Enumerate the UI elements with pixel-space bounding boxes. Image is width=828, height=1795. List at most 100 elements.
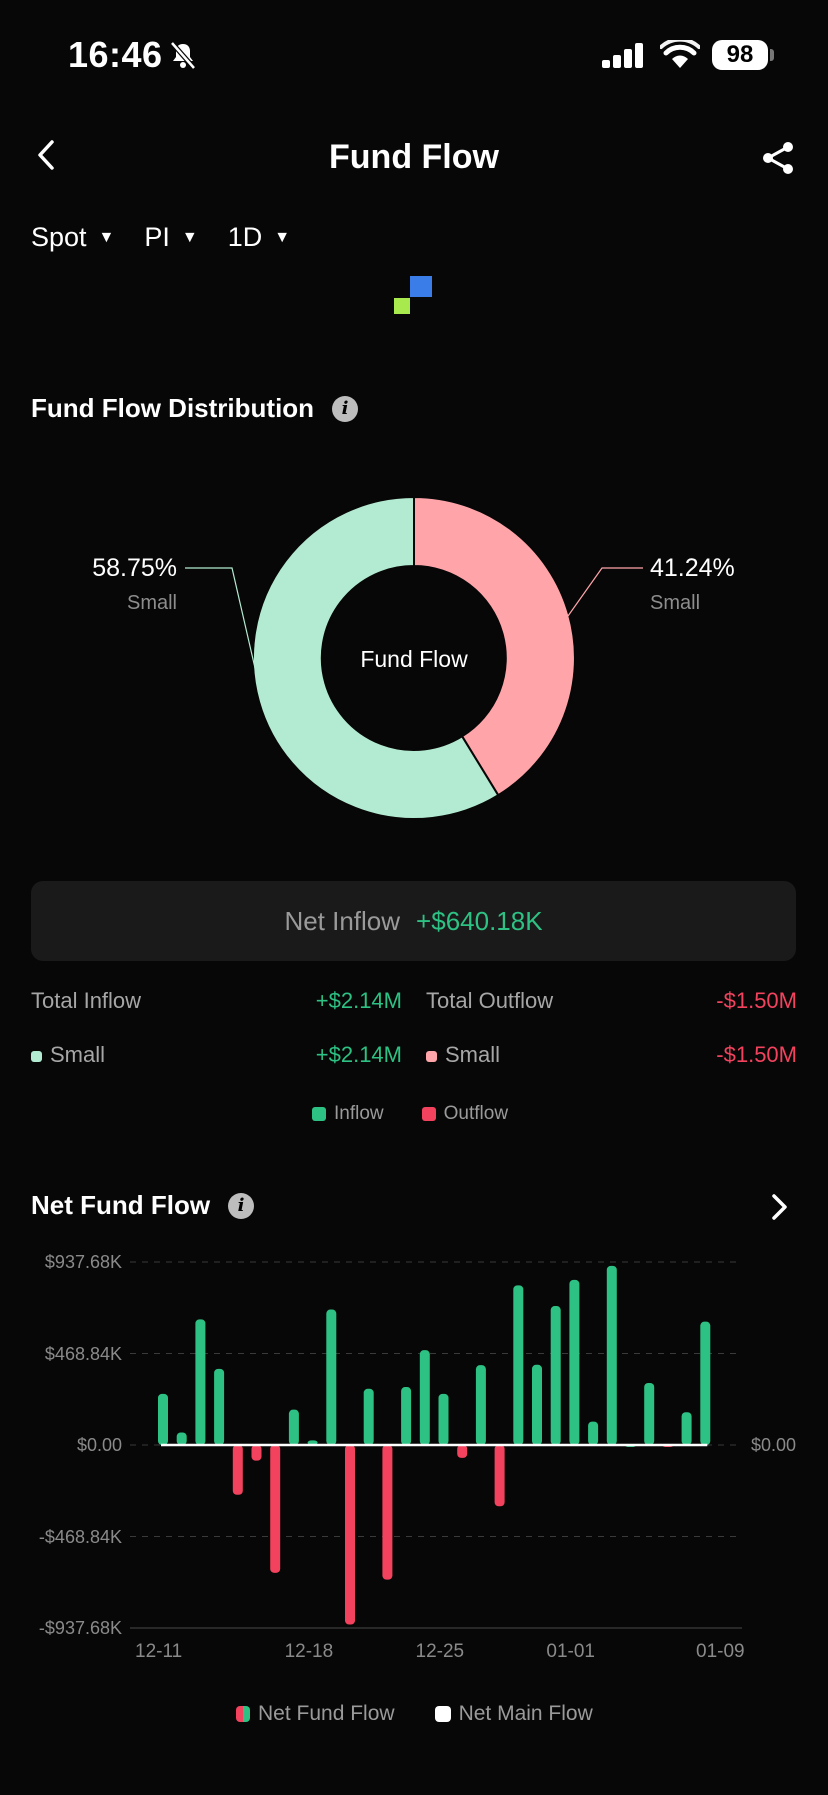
market-type-label: Spot — [31, 222, 87, 252]
right-slice-percent: 41.24% — [650, 554, 735, 582]
inflow-bar[interactable] — [326, 1309, 337, 1445]
outflow-bar[interactable] — [382, 1445, 393, 1580]
small-outflow-label: Small — [445, 1042, 501, 1067]
distribution-legend: Inflow Outflow — [312, 1103, 508, 1125]
y-tick-label: $937.68K — [44, 1252, 122, 1272]
inflow-bar[interactable] — [532, 1364, 542, 1445]
inflow-bar[interactable] — [158, 1393, 168, 1445]
status-time: 16:46 — [68, 34, 163, 75]
outflow-legend-swatch — [421, 1107, 436, 1121]
net-fund-flow-title: Net Fund Flow — [31, 1190, 211, 1220]
interval-dropdown[interactable]: 1D ▼ — [228, 222, 290, 253]
inflow-bar[interactable] — [644, 1382, 655, 1445]
left-slice-name: Small — [127, 592, 177, 614]
y-tick-label: -$468.84K — [38, 1527, 122, 1547]
inflow-bar[interactable] — [681, 1412, 692, 1445]
caret-down-icon: ▼ — [98, 228, 115, 246]
inflow-bar[interactable] — [438, 1393, 449, 1445]
net-fund-flow-legend-label[interactable]: Net Fund Flow — [258, 1702, 395, 1725]
x-tick-label: 01-01 — [546, 1641, 595, 1662]
inflow-legend-label[interactable]: Inflow — [334, 1103, 384, 1124]
inflow-bar[interactable] — [606, 1265, 617, 1445]
total-outflow-label: Total Outflow — [426, 988, 554, 1013]
inflow-bar[interactable] — [700, 1321, 711, 1445]
inflow-bar[interactable] — [195, 1319, 206, 1445]
y-tick-label: -$937.68K — [38, 1618, 122, 1638]
inflow-bar[interactable] — [363, 1388, 374, 1445]
inflow-bar[interactable] — [550, 1306, 561, 1445]
inflow-bar[interactable] — [401, 1387, 412, 1445]
outflow-bar[interactable] — [494, 1445, 505, 1507]
share-icon[interactable] — [760, 140, 796, 181]
inflow-bar[interactable] — [513, 1285, 524, 1445]
info-icon[interactable]: i — [228, 1192, 255, 1219]
info-icon[interactable]: i — [332, 395, 359, 422]
inflow-bar[interactable] — [569, 1279, 580, 1445]
x-tick-label: 12-18 — [284, 1641, 334, 1662]
cellular-signal-icon — [602, 42, 646, 75]
outflow-bar[interactable] — [251, 1445, 262, 1461]
caret-down-icon: ▼ — [181, 228, 198, 246]
inflow-bar[interactable] — [588, 1421, 599, 1445]
outflow-bar[interactable] — [345, 1445, 355, 1625]
caret-down-icon: ▼ — [274, 228, 291, 246]
x-tick-label: 12-25 — [415, 1641, 465, 1662]
y-right-tick-label: $0.00 — [750, 1435, 796, 1455]
total-inflow-value: +$2.14M — [315, 988, 402, 1013]
net-inflow-box: Net Inflow +$640.18K — [31, 881, 796, 961]
filter-bar: Spot ▼ PI ▼ 1D ▼ — [31, 222, 320, 253]
inflow-bar[interactable] — [419, 1350, 430, 1445]
net-inflow-value: +$640.18K — [416, 905, 543, 936]
left-slice-percent: 58.75% — [92, 554, 177, 582]
coin-label: PI — [144, 222, 170, 252]
x-axis-labels: 12-11 12-18 12-25 01-01 01-09 — [0, 1641, 828, 1671]
battery-indicator: 98 — [712, 40, 768, 70]
distribution-title: Fund Flow Distribution — [31, 393, 315, 423]
page-title: Fund Flow — [329, 138, 499, 176]
x-tick-label: 01-09 — [696, 1641, 745, 1662]
inflow-bar[interactable] — [214, 1368, 225, 1445]
wifi-icon — [659, 37, 701, 75]
inflow-slice[interactable] — [251, 495, 500, 820]
chevron-right-icon[interactable] — [770, 1192, 790, 1227]
back-button[interactable] — [34, 138, 58, 177]
inflow-legend-swatch — [312, 1107, 326, 1121]
net-fund-flow-swatch — [236, 1706, 250, 1722]
chart-legend: Net Fund Flow Net Main Flow — [236, 1702, 593, 1726]
fund-flow-donut: Fund Flow 58.75% Small 41.24% Small — [92, 495, 735, 820]
net-fund-flow-chart — [130, 1261, 742, 1629]
small-outflow-row: Small — [426, 1042, 500, 1068]
outflow-slice[interactable] — [413, 495, 576, 797]
interval-label: 1D — [227, 222, 263, 252]
net-fund-flow-header: Net Fund Flow i — [31, 1190, 255, 1221]
small-outflow-value: -$1.50M — [716, 1042, 797, 1067]
market-type-dropdown[interactable]: Spot ▼ — [31, 222, 114, 253]
outflow-bar[interactable] — [270, 1445, 281, 1573]
inflow-bar[interactable] — [475, 1365, 486, 1445]
total-outflow-value: -$1.50M — [716, 988, 797, 1013]
donut-center-label: Fund Flow — [360, 646, 468, 672]
distribution-header: Fund Flow Distribution i — [31, 393, 359, 424]
net-main-flow-swatch — [434, 1706, 451, 1722]
small-outflow-bullet — [426, 1050, 437, 1062]
small-inflow-label: Small — [50, 1042, 106, 1067]
outflow-bar[interactable] — [232, 1445, 243, 1495]
battery-tip — [770, 49, 774, 61]
total-inflow-label: Total Inflow — [31, 988, 142, 1013]
small-inflow-row: Small — [31, 1042, 105, 1068]
right-leader-line — [567, 567, 643, 617]
net-inflow-label: Net Inflow — [284, 905, 401, 936]
small-inflow-value: +$2.14M — [315, 1042, 402, 1067]
y-tick-label: $0.00 — [76, 1435, 122, 1455]
y-tick-label: $468.84K — [44, 1344, 122, 1364]
left-leader-line — [185, 567, 256, 669]
x-tick-label: 12-11 — [135, 1641, 183, 1662]
net-main-flow-legend-label[interactable]: Net Main Flow — [458, 1702, 593, 1725]
inflow-bar[interactable] — [288, 1409, 299, 1445]
outflow-legend-label[interactable]: Outflow — [443, 1103, 509, 1124]
coin-dropdown[interactable]: PI ▼ — [144, 222, 197, 253]
outflow-bar[interactable] — [457, 1445, 468, 1458]
inflow-bar[interactable] — [176, 1432, 187, 1445]
small-inflow-bullet — [31, 1050, 42, 1062]
right-slice-name: Small — [650, 592, 700, 614]
